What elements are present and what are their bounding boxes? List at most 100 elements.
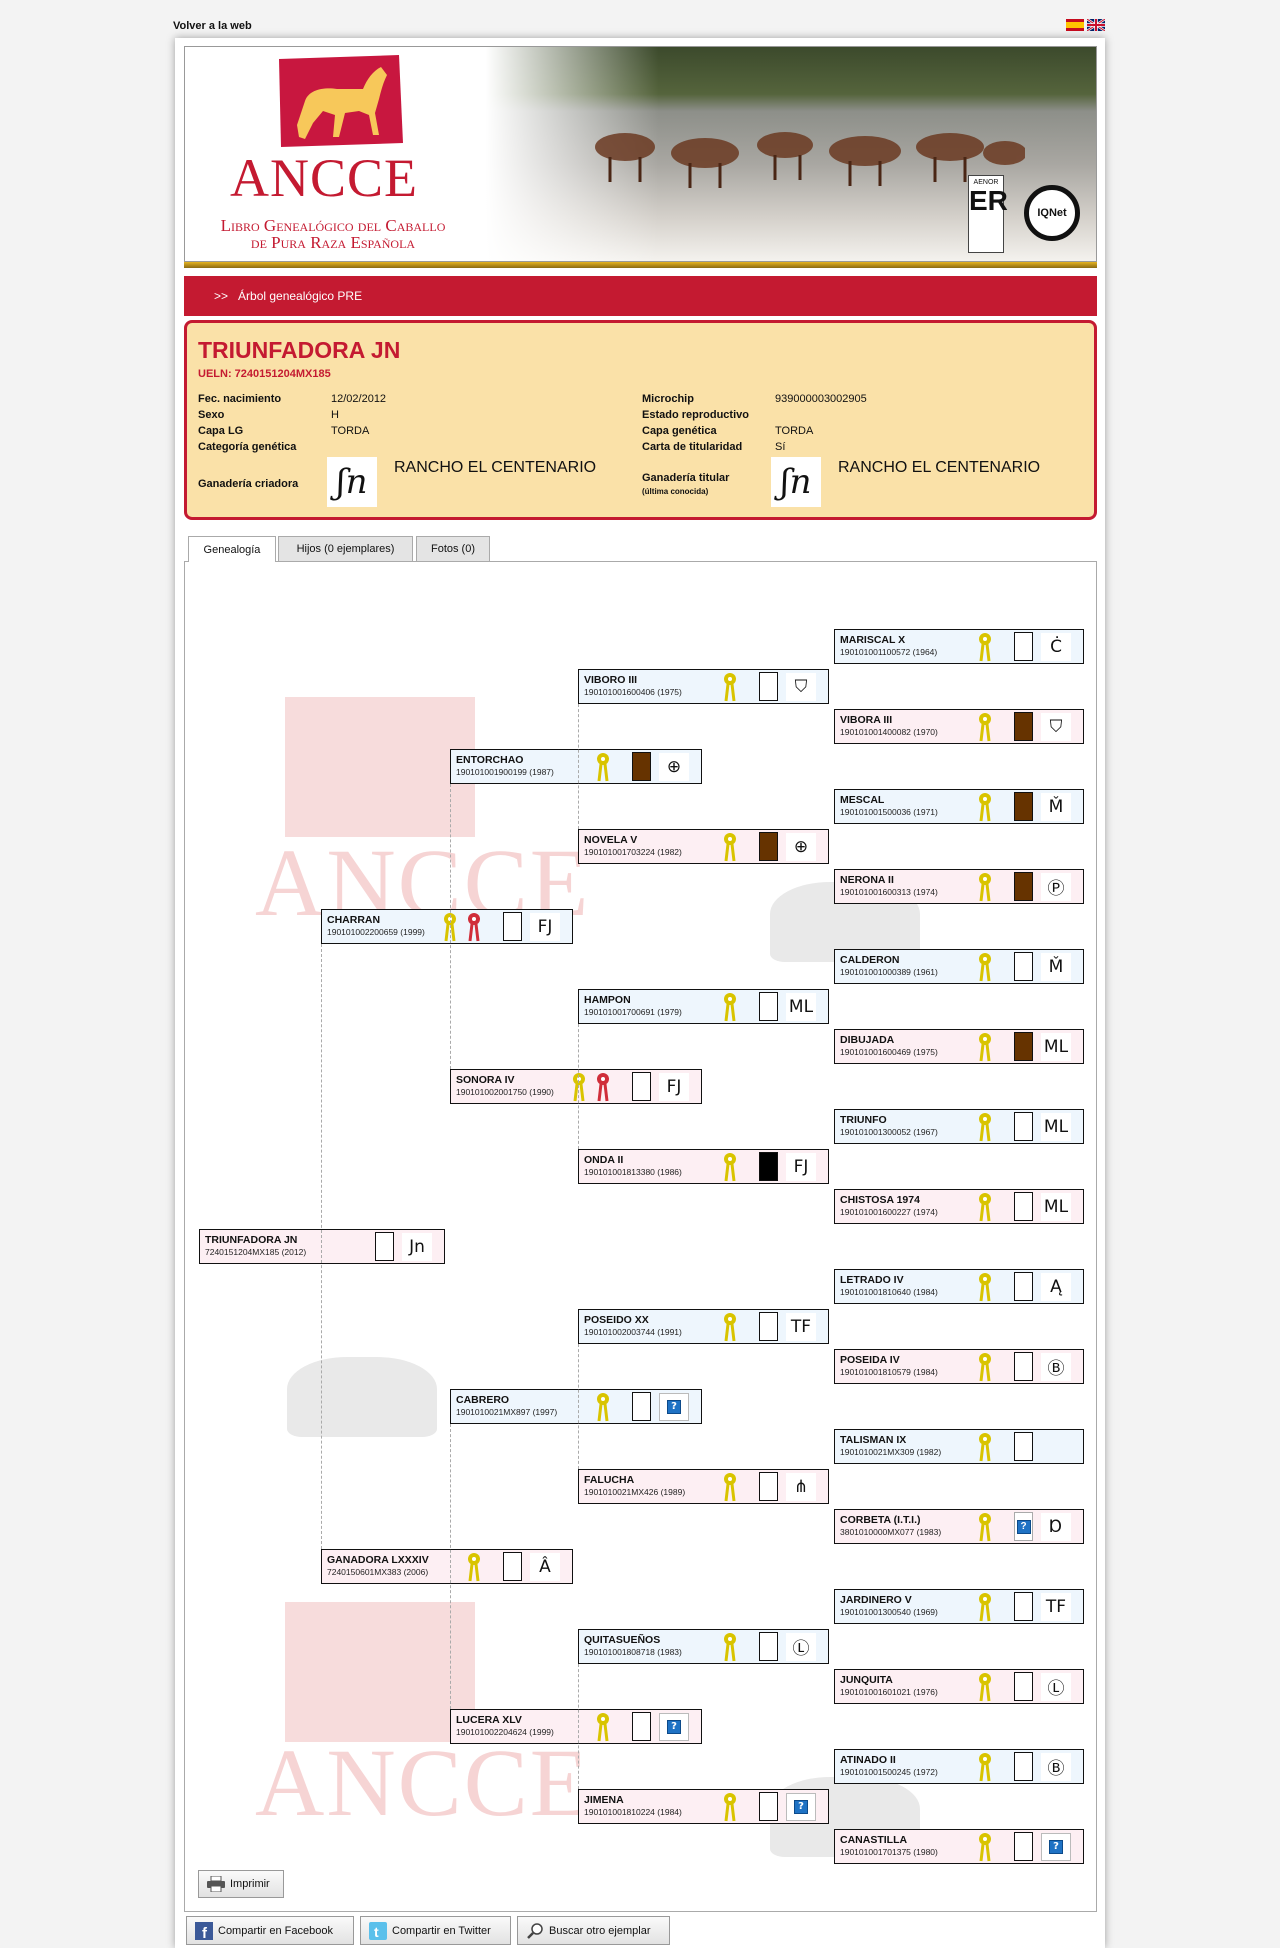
brand-mark-icon: ⊕ — [659, 752, 689, 781]
pedigree-horse-card[interactable]: NERONA II 190101001600313 (1974) Ⓟ — [834, 869, 1084, 904]
pedigree-horse-card[interactable]: JIMENA 190101001810224 (1984)? — [578, 1789, 829, 1824]
horse-card-registration: 3801010000MX077 (1983) — [840, 1527, 942, 1537]
brand-mark-icon: ⋔ — [786, 1472, 816, 1501]
yellow-ribbon-icon — [573, 1072, 585, 1101]
pedigree-horse-card[interactable]: ENTORCHAO 190101001900199 (1987) ⊕ — [450, 749, 702, 784]
coat-color-swatch — [759, 1792, 778, 1821]
es-flag-icon[interactable] — [1066, 19, 1084, 31]
pedigree-horse-card[interactable]: CABRERO 1901010021MX897 (1997)? — [450, 1389, 702, 1424]
pedigree-horse-card[interactable]: TRIUNFADORA JN 7240151204MX185 (2012) Jn — [199, 1229, 445, 1264]
pedigree-horse-card[interactable]: LUCERA XLV 190101002204624 (1999)? — [450, 1709, 702, 1744]
horse-card-name[interactable]: CABRERO — [456, 1394, 510, 1406]
print-button[interactable]: Imprimir — [198, 1870, 284, 1898]
horse-card-name[interactable]: JIMENA — [584, 1794, 624, 1806]
horse-card-name[interactable]: NERONA II — [840, 874, 894, 886]
pedigree-horse-card[interactable]: MESCAL 190101001500036 (1971) M̌ — [834, 789, 1084, 824]
horse-card-name[interactable]: ONDA II — [584, 1154, 624, 1166]
horse-card-name[interactable]: ENTORCHAO — [456, 754, 524, 766]
pedigree-horse-card[interactable]: ATINADO II 190101001500245 (1972) Ⓑ — [834, 1749, 1084, 1784]
tab-fotos[interactable]: Fotos (0) — [416, 536, 490, 561]
horse-card-name[interactable]: TRIUNFO — [840, 1114, 887, 1126]
horse-card-name[interactable]: GANADORA LXXXIV — [327, 1554, 429, 1566]
horse-card-name[interactable]: CHARRAN — [327, 914, 381, 926]
horse-card-name[interactable]: CANASTILLA — [840, 1834, 908, 1846]
horse-card-name[interactable]: CORBETA (I.T.I.) — [840, 1514, 921, 1526]
brand-unknown-icon: ? — [659, 1392, 689, 1421]
pedigree-horse-card[interactable]: CHARRAN 190101002200659 (1999) FJ — [321, 909, 573, 944]
birth-date-value: 12/02/2012 — [331, 393, 387, 405]
horse-card-registration: 190101001100572 (1964) — [840, 647, 938, 657]
pedigree-horse-card[interactable]: POSEIDA IV 190101001810579 (1984) Ⓑ — [834, 1349, 1084, 1384]
yellow-ribbon-icon — [979, 1032, 991, 1061]
sex-value: H — [331, 409, 339, 421]
share-facebook-button[interactable]: f Compartir en Facebook — [186, 1916, 354, 1945]
yellow-ribbon-icon — [979, 792, 991, 821]
horse-card-registration: 190101002204624 (1999) — [456, 1727, 554, 1737]
horse-card-name[interactable]: TRIUNFADORA JN — [205, 1234, 298, 1246]
pedigree-horse-card[interactable]: VIBORO III 190101001600406 (1975) ⛉ — [578, 669, 829, 704]
pedigree-horse-card[interactable]: CALDERON 190101001000389 (1961) M̌ — [834, 949, 1084, 984]
pedigree-horse-card[interactable]: NOVELA V 190101001703224 (1982) ⊕ — [578, 829, 829, 864]
pedigree-horse-card[interactable]: VIBORA III 190101001400082 (1970) ⛉ — [834, 709, 1084, 744]
coat-color-swatch — [632, 752, 651, 781]
back-to-web-link[interactable]: Volver a la web — [173, 20, 252, 32]
pedigree-horse-card[interactable]: TRIUNFO 190101001300052 (1967) ML — [834, 1109, 1084, 1144]
pedigree-horse-card[interactable]: POSEIDO XX 190101002003744 (1991) TF — [578, 1309, 829, 1344]
pedigree-horse-card[interactable]: CORBETA (I.T.I.) 3801010000MX077 (1983)? Ɒ — [834, 1509, 1084, 1544]
horse-card-name[interactable]: QUITASUEÑOS — [584, 1634, 661, 1646]
yellow-ribbon-icon — [724, 1632, 736, 1661]
horse-card-name[interactable]: ATINADO II — [840, 1754, 896, 1766]
pedigree-horse-card[interactable]: DIBUJADA 190101001600469 (1975) ML — [834, 1029, 1084, 1064]
pedigree-horse-card[interactable]: ONDA II 190101001813380 (1986) FJ — [578, 1149, 829, 1184]
yellow-ribbon-icon — [979, 1432, 991, 1461]
pedigree-connector — [450, 784, 451, 1069]
coat-color-swatch — [1014, 1272, 1033, 1301]
horse-card-name[interactable]: CALDERON — [840, 954, 900, 966]
search-other-button[interactable]: Buscar otro ejemplar — [517, 1916, 670, 1945]
horse-card-name[interactable]: TALISMAN IX — [840, 1434, 907, 1446]
horse-card-name[interactable]: FALUCHA — [584, 1474, 635, 1486]
ownership-card-value: Sí — [775, 441, 786, 453]
horse-card-name[interactable]: POSEIDA IV — [840, 1354, 900, 1366]
horse-card-name[interactable]: VIBORO III — [584, 674, 638, 686]
coat-color-swatch — [1014, 1832, 1033, 1861]
pedigree-horse-card[interactable]: CHISTOSA 1974 190101001600227 (1974) ML — [834, 1189, 1084, 1224]
pedigree-horse-card[interactable]: QUITASUEÑOS 190101001808718 (1983) Ⓛ — [578, 1629, 829, 1664]
brand-mark-icon: TF — [786, 1312, 816, 1341]
horse-card-name[interactable]: DIBUJADA — [840, 1034, 895, 1046]
pedigree-horse-card[interactable]: CANASTILLA 190101001701375 (1980)? — [834, 1829, 1084, 1864]
share-twitter-button[interactable]: t Compartir en Twitter — [360, 1916, 511, 1945]
yellow-ribbon-icon — [597, 752, 609, 781]
pedigree-horse-card[interactable]: FALUCHA 1901010021MX426 (1989) ⋔ — [578, 1469, 829, 1504]
pedigree-horse-card[interactable]: LETRADO IV 190101001810640 (1984) Ą — [834, 1269, 1084, 1304]
coat-color-swatch — [1014, 632, 1033, 661]
horse-card-name[interactable]: NOVELA V — [584, 834, 638, 846]
tab-genealogia[interactable]: Genealogía — [188, 536, 276, 562]
horse-card-name[interactable]: VIBORA III — [840, 714, 893, 726]
horse-card-name[interactable]: LUCERA XLV — [456, 1714, 522, 1726]
horse-card-name[interactable]: JUNQUITA — [840, 1674, 893, 1686]
pedigree-horse-card[interactable]: TALISMAN IX 1901010021MX309 (1982) — [834, 1429, 1084, 1464]
svg-text:f: f — [202, 1925, 208, 1940]
coat-color-swatch — [1014, 1672, 1033, 1701]
brand-mark-icon: ML — [1041, 1112, 1071, 1141]
pedigree-horse-card[interactable]: GANADORA LXXXIV 7240150601MX383 (2006) Â — [321, 1549, 573, 1584]
horse-card-name[interactable]: LETRADO IV — [840, 1274, 904, 1286]
pedigree-horse-card[interactable]: MARISCAL X 190101001100572 (1964) Ċ — [834, 629, 1084, 664]
horse-card-name[interactable]: MARISCAL X — [840, 634, 906, 646]
horse-card-name[interactable]: JARDINERO V — [840, 1594, 912, 1606]
pedigree-horse-card[interactable]: SONORA IV 190101002001750 (1990) FJ — [450, 1069, 702, 1104]
horse-card-name[interactable]: CHISTOSA 1974 — [840, 1194, 920, 1206]
horse-card-name[interactable]: HAMPON — [584, 994, 631, 1006]
pedigree-horse-card[interactable]: HAMPON 190101001700691 (1979) ML — [578, 989, 829, 1024]
pedigree-horse-card[interactable]: JUNQUITA 190101001601021 (1976) Ⓛ — [834, 1669, 1084, 1704]
horse-card-name[interactable]: SONORA IV — [456, 1074, 515, 1086]
uk-flag-icon[interactable] — [1087, 19, 1105, 31]
horse-card-name[interactable]: POSEIDO XX — [584, 1314, 649, 1326]
brand-mark-icon: FJ — [659, 1072, 689, 1101]
yellow-ribbon-icon — [724, 672, 736, 701]
pedigree-horse-card[interactable]: JARDINERO V 190101001300540 (1969) TF — [834, 1589, 1084, 1624]
tab-hijos[interactable]: Hijos (0 ejemplares) — [278, 536, 413, 561]
yellow-ribbon-icon — [979, 1272, 991, 1301]
horse-card-name[interactable]: MESCAL — [840, 794, 885, 806]
